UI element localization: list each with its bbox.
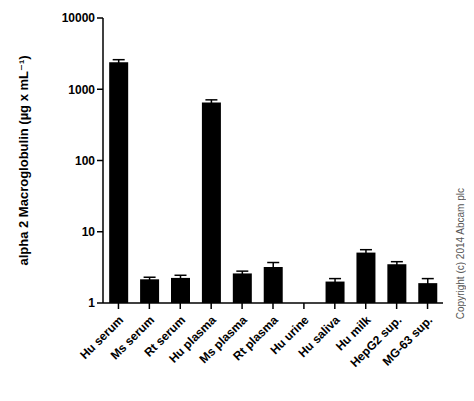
html-text:Copyright (c) 2014 Abcam plc: Copyright (c) 2014 Abcam plc <box>455 188 466 320</box>
svg-text:MG-63 sup.: MG-63 sup. <box>380 313 436 369</box>
svg-text:alpha 2 Macroglobulin (µg x mL: alpha 2 Macroglobulin (µg x mL⁻¹) <box>16 55 31 265</box>
svg-text:Rt plasma: Rt plasma <box>230 313 281 364</box>
svg-text:10: 10 <box>82 225 96 239</box>
svg-text:Rt serum: Rt serum <box>141 312 189 360</box>
svg-text:Hu serum: Hu serum <box>77 312 127 362</box>
svg-text:Ms serum: Ms serum <box>107 312 158 363</box>
svg-text:Hu urine: Hu urine <box>267 312 312 358</box>
svg-text:1000: 1000 <box>68 83 95 97</box>
svg-text:100: 100 <box>75 154 95 168</box>
svg-text:HepG2 sup.: HepG2 sup. <box>347 312 405 370</box>
svg-text:Ms plasma: Ms plasma <box>196 312 250 367</box>
svg-text:Hu saliva: Hu saliva <box>295 313 342 360</box>
svg-text:1: 1 <box>88 296 95 310</box>
svg-text:Hu plasma: Hu plasma <box>166 312 219 366</box>
svg-text:Hu milk: Hu milk <box>333 312 374 354</box>
svg-text:10000: 10000 <box>62 11 96 25</box>
